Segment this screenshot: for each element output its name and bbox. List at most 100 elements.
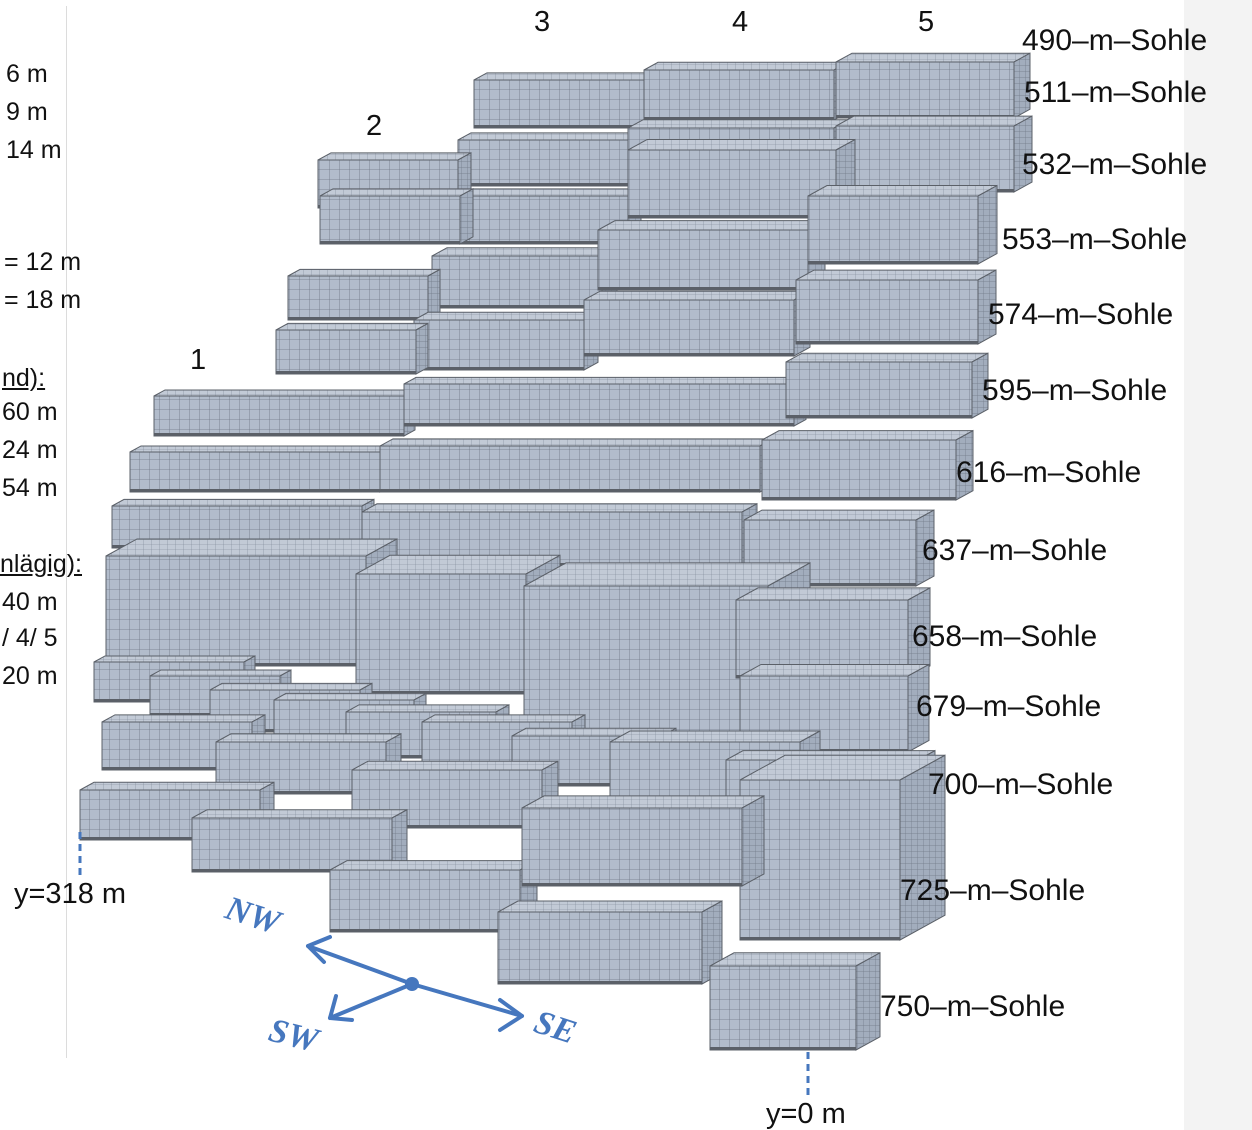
mesh-block <box>835 115 1033 193</box>
mesh-block-top-face <box>345 704 510 713</box>
mesh-block-top-face <box>275 322 429 331</box>
mesh-block-top-face <box>431 247 618 257</box>
mesh-block-top-face <box>421 714 586 723</box>
mesh-block-top-face <box>473 72 658 81</box>
mesh-block-top-face <box>379 438 774 447</box>
mesh-block-edge <box>474 125 644 128</box>
mesh-block-edge <box>356 691 526 694</box>
mesh-block-front-face <box>709 965 857 1051</box>
mesh-block-front-face <box>835 125 1015 193</box>
mesh-block <box>403 376 807 427</box>
mesh-block-top-face <box>627 139 856 151</box>
mesh-block-edge <box>762 497 956 500</box>
right-panel <box>1184 0 1252 1130</box>
mesh-block-edge <box>276 371 416 374</box>
mesh-block-top-face <box>523 562 811 587</box>
mesh-block-edge <box>598 287 808 290</box>
mesh-block-top-face <box>129 445 392 453</box>
mesh-block-top-face <box>609 730 821 743</box>
mesh-block-side-face <box>855 951 881 1051</box>
legend-text-2: 9 m <box>6 98 48 126</box>
mesh-block-front-face <box>497 911 703 985</box>
mesh-block-front-face <box>413 319 585 371</box>
mesh-block-edge <box>522 883 742 886</box>
mesh-block-top-face <box>191 809 408 819</box>
mesh-block-edge <box>404 423 794 426</box>
mesh-block-edge <box>288 317 428 320</box>
level-label-658: 658–m–Sohle <box>912 620 1098 653</box>
mesh-block-top-face <box>457 132 642 141</box>
mesh-block-top-face <box>627 119 850 129</box>
mesh-block-top-face <box>319 188 474 197</box>
mesh-block <box>521 795 765 887</box>
mesh-block-top-face <box>101 714 266 723</box>
mesh-block-edge <box>80 837 260 840</box>
mesh-block-edge <box>320 241 460 244</box>
mesh-block-top-face <box>403 376 807 385</box>
mesh-block-edge <box>432 305 602 308</box>
mesh-block <box>319 188 474 245</box>
legend-text-4: = 12 m <box>4 248 82 276</box>
mesh-block-front-face <box>523 585 769 737</box>
column-label-4: 4 <box>732 6 749 38</box>
column-label-2: 2 <box>366 110 383 142</box>
mesh-block <box>351 760 559 829</box>
mesh-block-top-face <box>497 900 723 913</box>
mesh-block <box>473 72 658 129</box>
mesh-block <box>583 290 811 357</box>
column-label-3: 3 <box>534 6 551 38</box>
mesh-block-top-face <box>807 185 998 197</box>
mesh-block-top-face <box>795 269 997 281</box>
left-divider-line <box>66 6 67 1058</box>
mesh-block-front-face <box>521 807 743 887</box>
mesh-block-edge <box>460 241 628 244</box>
mesh-block <box>709 951 881 1051</box>
mesh-block-top-face <box>521 795 765 809</box>
mesh-block-edge <box>740 937 900 940</box>
mesh-block-edge <box>414 367 584 370</box>
mesh-block-edge <box>584 353 794 356</box>
mesh-block <box>287 268 441 321</box>
mesh-block-front-face <box>403 383 795 427</box>
mesh-block <box>761 429 974 501</box>
column-label-1: 1 <box>190 344 207 376</box>
mesh-block-edge <box>498 981 702 984</box>
mesh-block-edge <box>154 433 404 436</box>
mesh-block <box>807 184 998 265</box>
mesh-block-front-face <box>355 573 527 695</box>
mesh-block-edge <box>352 825 542 828</box>
mesh-block-front-face <box>319 195 461 245</box>
legend-text-8: 54 m <box>2 474 58 502</box>
mesh-block-edge <box>216 791 386 794</box>
mesh-block <box>457 132 642 187</box>
level-label-750: 750–m–Sohle <box>880 990 1066 1023</box>
mesh-block-front-face <box>153 395 405 437</box>
mesh-block-top-face <box>413 311 599 321</box>
mesh-block <box>835 52 1031 119</box>
mesh-block-side-face <box>741 795 765 887</box>
mesh-block <box>215 732 402 795</box>
mesh-block-edge <box>380 489 760 492</box>
mesh-block-front-face <box>627 149 837 219</box>
mesh-block <box>329 859 538 933</box>
mesh-block-top-face <box>459 188 642 197</box>
mesh-block-top-face <box>355 554 561 575</box>
mesh-block-top-face <box>739 663 930 677</box>
mesh-block <box>643 61 849 121</box>
mesh-block-top-face <box>93 655 256 663</box>
mesh-block-front-face <box>379 445 761 493</box>
mesh-block-top-face <box>351 760 559 771</box>
mesh-block-front-face <box>785 361 973 419</box>
mesh-block-edge <box>102 767 252 770</box>
mesh-block-edge <box>644 117 834 120</box>
legend-text-9: 40 m <box>2 588 58 616</box>
mesh-block <box>739 754 946 941</box>
mesh-block-edge <box>796 341 978 344</box>
mesh-block-edge <box>808 261 978 264</box>
legend-heading-2: nlägig): <box>0 550 82 578</box>
legend-text-10: / 4/ 5 <box>2 624 58 652</box>
mesh-block-top-face <box>287 268 441 277</box>
level-label-700: 700–m–Sohle <box>928 768 1114 801</box>
